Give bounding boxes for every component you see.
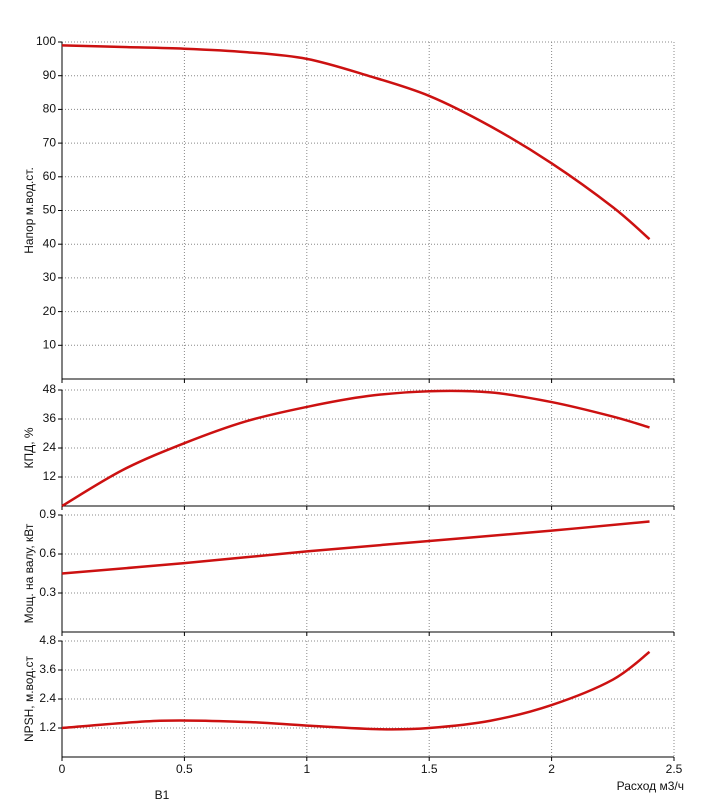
y-tick-label: 100 <box>36 34 56 48</box>
y-axis-label: Напор м.вод.ст. <box>22 167 36 254</box>
y-tick-label: 12 <box>43 469 57 483</box>
y-tick-label: 30 <box>43 270 57 284</box>
data-line <box>61 520 650 575</box>
data-line <box>61 389 650 508</box>
x-tick-label: 2.5 <box>666 762 683 776</box>
y-tick-label: 48 <box>43 382 57 396</box>
y-tick-label: 0.3 <box>39 585 56 599</box>
data-line <box>61 650 651 731</box>
y-tick-label: 0.9 <box>39 507 56 521</box>
y-tick-label: 1.2 <box>39 720 56 734</box>
x-tick-label: 0.5 <box>176 762 193 776</box>
y-axis-label: КПД, % <box>22 427 36 468</box>
y-tick-label: 4.8 <box>39 633 56 647</box>
y-tick-label: 0.6 <box>39 546 56 560</box>
y-axis-label: Мощ. на валу, кВт <box>22 523 36 623</box>
y-tick-label: 3.6 <box>39 662 56 676</box>
y-tick-label: 70 <box>43 135 57 149</box>
y-tick-label: 36 <box>43 411 57 425</box>
x-tick-label: 2 <box>548 762 555 776</box>
y-tick-label: 50 <box>43 203 57 217</box>
x-axis-label: Расход м3/ч <box>617 779 684 793</box>
y-tick-label: 40 <box>43 236 57 250</box>
y-tick-label: 10 <box>43 337 57 351</box>
annotation: В1 <box>155 788 170 800</box>
y-axis-label: NPSH, м.вод.ст <box>22 655 36 742</box>
y-tick-label: 80 <box>43 102 57 116</box>
y-tick-label: 60 <box>43 169 57 183</box>
y-tick-label: 24 <box>43 440 57 454</box>
x-tick-label: 1 <box>303 762 310 776</box>
y-tick-label: 20 <box>43 304 57 318</box>
data-line <box>61 44 651 241</box>
y-tick-label: 2.4 <box>39 691 56 705</box>
y-tick-label: 90 <box>43 68 57 82</box>
x-tick-label: 1.5 <box>421 762 438 776</box>
x-tick-label: 0 <box>59 762 66 776</box>
